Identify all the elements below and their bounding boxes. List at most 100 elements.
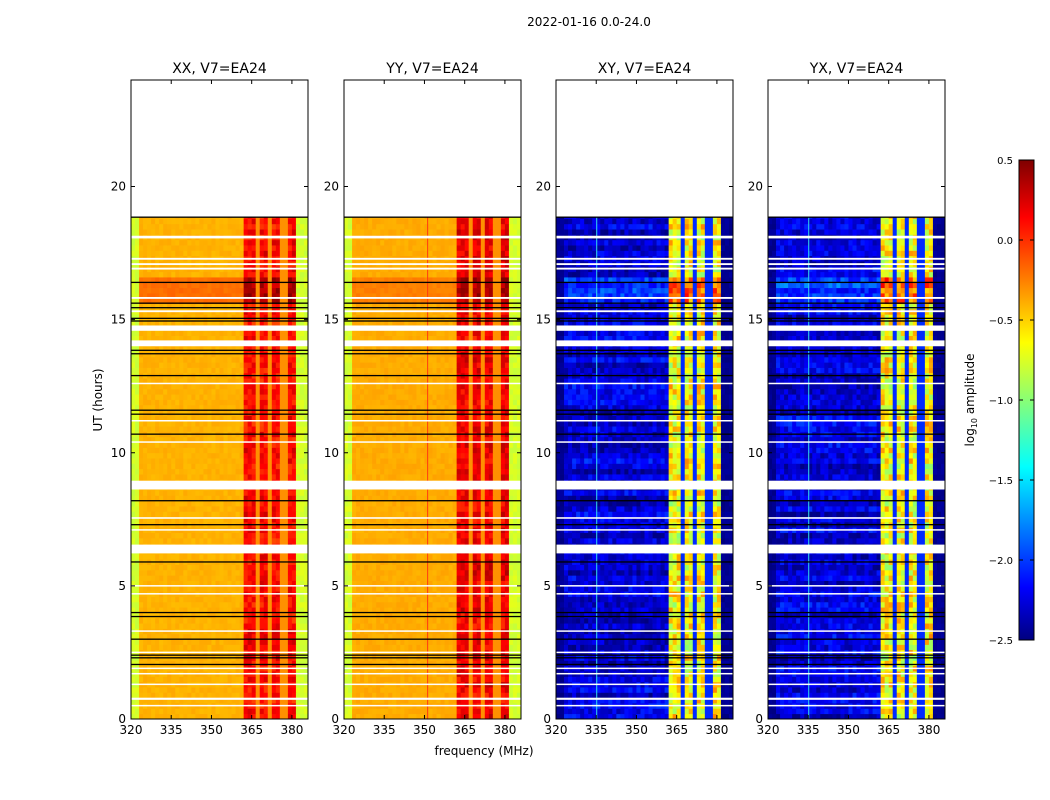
heatmap-cell — [299, 394, 305, 400]
heatmap-cell — [191, 676, 196, 683]
heatmap-cell — [131, 293, 136, 299]
heatmap-cell — [275, 612, 281, 619]
heatmap-cell — [299, 287, 305, 294]
heatmap-cell — [460, 713, 466, 720]
heatmap-cell — [255, 335, 261, 342]
heatmap-cell — [155, 601, 160, 608]
heatmap-cell — [508, 692, 514, 699]
heatmap-cell — [259, 217, 265, 219]
heatmap-cell — [151, 330, 156, 336]
heatmap-cell — [235, 426, 241, 432]
heatmap-cell — [171, 293, 176, 299]
heatmap-cell — [364, 639, 369, 645]
heatmap-cell — [295, 426, 301, 432]
heatmap-cell — [135, 229, 140, 235]
heatmap-cell — [251, 532, 257, 539]
heatmap-cell — [227, 644, 232, 651]
heatmap-cell — [448, 639, 454, 645]
heatmap-cell — [131, 506, 136, 512]
heatmap-cell — [143, 293, 148, 299]
heatmap-cell — [291, 617, 297, 624]
heatmap-cell — [456, 687, 462, 693]
heatmap-cell — [235, 639, 241, 645]
heatmap-cell — [291, 623, 297, 629]
heatmap-cell — [299, 660, 305, 667]
heatmap-cell — [303, 415, 309, 422]
heatmap-cell — [143, 607, 148, 613]
heatmap-cell — [239, 394, 245, 400]
heatmap-cell — [155, 245, 160, 251]
heatmap-cell — [187, 388, 192, 395]
heatmap-cell — [291, 287, 297, 294]
heatmap-cell — [131, 436, 136, 443]
heatmap-cell — [203, 708, 208, 715]
heatmap-cell — [283, 410, 289, 416]
heatmap-cell — [159, 458, 164, 464]
heatmap-cell — [243, 452, 249, 459]
heatmap-cell — [199, 463, 204, 470]
heatmap-cell — [195, 282, 200, 289]
heatmap-cell — [155, 553, 160, 560]
heatmap-cell — [472, 660, 478, 667]
heatmap-cell — [203, 287, 208, 294]
heatmap-cell — [219, 569, 224, 576]
heatmap-cell — [167, 250, 172, 257]
heatmap-cell — [219, 495, 224, 502]
heatmap-cell — [175, 692, 180, 699]
heatmap-cell — [203, 468, 208, 475]
heatmap-cell — [187, 287, 192, 294]
heatmap-cell — [175, 708, 180, 715]
heatmap-cell — [191, 633, 196, 640]
heatmap-cell — [167, 490, 172, 496]
heatmap-cell — [231, 601, 236, 608]
heatmap-cell — [191, 415, 196, 422]
heatmap-cell — [235, 303, 241, 310]
heatmap-cell — [203, 388, 208, 395]
heatmap-cell — [263, 506, 269, 512]
heatmap-cell — [267, 282, 273, 289]
heatmap-cell — [247, 495, 253, 502]
heatmap-cell — [163, 271, 168, 278]
heatmap-cell — [139, 223, 144, 230]
heatmap-cell — [516, 713, 522, 720]
heatmap-cell — [348, 708, 353, 715]
heatmap-cell — [263, 676, 269, 683]
heatmap-cell — [412, 639, 417, 645]
heatmap-cell — [187, 468, 192, 475]
heatmap-cell — [135, 287, 140, 294]
heatmap-cell — [404, 708, 409, 715]
heatmap-cell — [291, 426, 297, 432]
heatmap-cell — [392, 660, 397, 667]
heatmap-cell — [139, 452, 144, 459]
heatmap-cell — [139, 346, 144, 352]
heatmap-cell — [263, 394, 269, 400]
heatmap-cell — [291, 612, 297, 619]
heatmap-cell — [147, 713, 152, 720]
heatmap-cell — [179, 217, 184, 219]
heatmap-cell — [223, 617, 228, 624]
heatmap-cell — [279, 697, 285, 704]
heatmap-cell — [131, 458, 136, 464]
heatmap-cell — [275, 383, 281, 390]
heatmap-cell — [163, 575, 168, 581]
heatmap-cell — [147, 420, 152, 427]
heatmap-cell — [135, 452, 140, 459]
heatmap-cell — [420, 697, 425, 704]
heatmap-cell — [179, 516, 184, 523]
heatmap-cell — [299, 436, 305, 443]
heatmap-cell — [295, 282, 301, 289]
heatmap-cell — [195, 383, 200, 390]
heatmap-cell — [255, 362, 261, 368]
heatmap-cell — [211, 633, 216, 640]
heatmap-cell — [287, 367, 293, 374]
heatmap-cell — [227, 596, 232, 603]
heatmap-cell — [303, 468, 309, 475]
heatmap-cell — [223, 217, 228, 219]
heatmap-cell — [223, 660, 228, 667]
heatmap-cell — [271, 713, 277, 720]
heatmap-cell — [263, 708, 269, 715]
heatmap-cell — [460, 708, 466, 715]
heatmap-cell — [223, 404, 228, 411]
heatmap-cell — [287, 388, 293, 395]
heatmap-cell — [167, 676, 172, 683]
